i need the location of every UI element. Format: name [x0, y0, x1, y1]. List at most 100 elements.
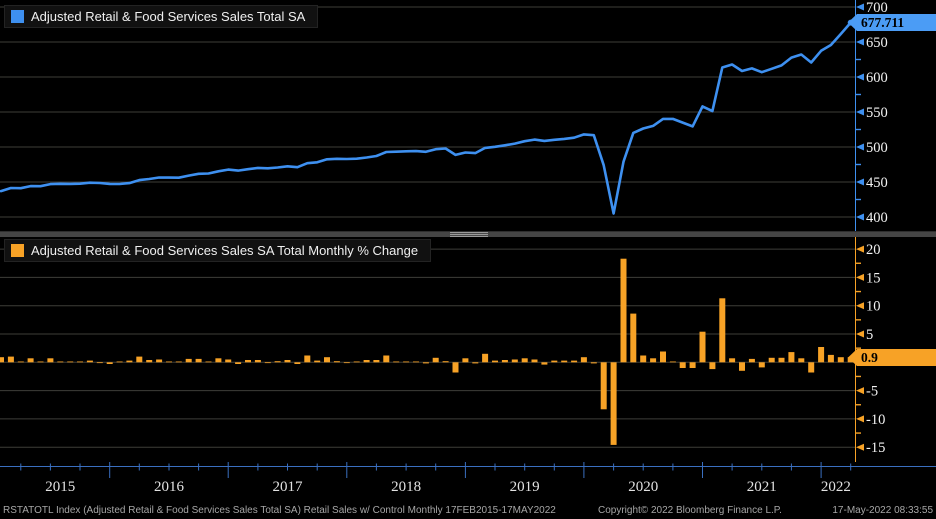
pct-change-bar — [383, 355, 390, 363]
pct-change-bar — [837, 357, 844, 363]
pct-change-bar — [37, 361, 44, 363]
pct-change-bar — [363, 360, 370, 363]
pct-change-bar — [116, 361, 123, 363]
pct-change-chart-panel[interactable]: 20 15 10 5 -5 -10 -15 — [0, 237, 936, 462]
pct-change-bar — [660, 351, 666, 363]
pct-change-bar — [580, 357, 587, 363]
pct-change-bar — [403, 361, 410, 363]
last-pct-change-badge: 0.9 — [848, 349, 936, 366]
price-line — [0, 21, 853, 215]
pct-change-bar — [798, 358, 805, 363]
pct-change-bar — [343, 362, 350, 364]
y-axis-tick — [856, 3, 864, 11]
y-axis-label: -15 — [866, 440, 885, 456]
pct-change-bar — [254, 360, 261, 363]
pct-change-bar — [324, 357, 330, 363]
pct-change-bar — [47, 358, 54, 363]
year-label: 2016 — [154, 479, 185, 495]
year-label: 2022 — [821, 479, 851, 495]
y-axis-label: 500 — [866, 140, 888, 156]
pct-change-bar — [748, 358, 755, 363]
y-axis-tick — [856, 245, 864, 253]
y-axis-tick — [856, 108, 864, 116]
pct-change-bar — [264, 362, 271, 364]
pct-change-bar — [432, 357, 439, 363]
pct-change-bar — [501, 360, 508, 363]
pct-change-bar — [205, 361, 212, 363]
y-axis-label: -5 — [866, 384, 878, 400]
y-axis-tick — [856, 415, 864, 423]
pct-change-bar — [590, 362, 597, 364]
y-axis-label: 5 — [866, 327, 873, 343]
pct-change-bar — [7, 356, 14, 363]
pct-change-bar — [86, 360, 93, 363]
pct-change-bar — [146, 360, 153, 363]
pct-change-bar — [600, 362, 607, 410]
year-label: 2017 — [273, 479, 304, 495]
pct-change-bar — [136, 356, 143, 363]
pct-change-bar — [739, 362, 745, 371]
y-axis-label: 450 — [866, 175, 888, 191]
pct-change-bar — [245, 360, 251, 363]
panel-splitter[interactable] — [0, 231, 936, 237]
pct-change-bar — [422, 362, 429, 364]
last-price-badge: 677.711 — [848, 14, 936, 31]
price-chart-panel[interactable]: 700 650 600 550 500 450 400 — [0, 0, 936, 231]
pct-change-bar — [17, 361, 24, 363]
pct-change-bar — [818, 347, 825, 363]
pct-change-bar — [778, 357, 785, 363]
pct-change-bar — [166, 361, 172, 363]
pct-change-bar — [729, 358, 736, 363]
pct-change-bar — [57, 361, 64, 363]
footer-copyright: Copyright© 2022 Bloomberg Finance L.P. — [598, 505, 782, 516]
pct-change-series-legend[interactable]: Adjusted Retail & Food Services Sales SA… — [4, 239, 432, 262]
pct-change-bar — [0, 357, 4, 363]
pct-change-bar — [413, 361, 419, 363]
y-axis-label: 600 — [866, 70, 888, 86]
pct-change-bar — [709, 362, 716, 370]
y-axis-tick — [856, 273, 864, 281]
pct-change-bar — [235, 362, 242, 364]
pct-change-bar — [610, 362, 617, 445]
y-axis-label: 10 — [866, 299, 881, 315]
y-axis-tick — [856, 213, 864, 221]
pct-change-bar — [274, 361, 281, 363]
pct-change-bar — [156, 359, 163, 363]
pct-change-bar — [185, 358, 192, 363]
pct-change-bar — [225, 359, 232, 363]
y-axis-label: 650 — [866, 35, 888, 51]
pct-legend-label: Adjusted Retail & Food Services Sales SA… — [31, 243, 419, 258]
pct-change-bar — [561, 360, 568, 363]
year-label: 2019 — [510, 479, 540, 495]
pct-change-bar — [571, 360, 578, 363]
pct-change-bar — [462, 358, 469, 363]
y-axis-label: 15 — [866, 270, 881, 286]
pct-change-bar — [314, 360, 321, 363]
pct-change-bar — [827, 354, 834, 363]
pct-change-bar — [640, 355, 647, 363]
pct-change-bar — [521, 358, 528, 363]
pct-change-bar — [294, 362, 301, 364]
pct-change-bar — [788, 352, 795, 363]
pct-change-bar — [630, 313, 637, 363]
y-axis-tick — [856, 38, 864, 46]
pct-change-bar — [669, 361, 676, 363]
pct-change-bar — [215, 358, 222, 363]
footer-timestamp: 17-May-2022 08:33:55 — [832, 505, 933, 516]
pct-change-bar — [96, 362, 103, 364]
pct-change-bar — [304, 355, 311, 363]
footer-security-description: RSTATOTL Index (Adjusted Retail & Food S… — [3, 505, 556, 516]
price-series-legend[interactable]: Adjusted Retail & Food Services Sales To… — [4, 5, 319, 28]
pct-change-bar — [353, 361, 360, 363]
pct-change-bar — [482, 353, 489, 363]
y-axis-label: 20 — [866, 242, 881, 258]
time-axis[interactable]: 2015 2016 2017 2018 2019 2020 2021 2022 — [0, 462, 936, 504]
pct-change-bar — [195, 358, 202, 363]
pct-change-bar — [175, 361, 182, 363]
y-axis-label: 400 — [866, 210, 888, 226]
y-axis-label: 550 — [866, 105, 888, 121]
y-axis-tick — [856, 178, 864, 186]
pct-change-bar — [284, 360, 291, 363]
y-axis-tick — [856, 443, 864, 451]
splitter-grip-icon[interactable] — [450, 232, 488, 237]
